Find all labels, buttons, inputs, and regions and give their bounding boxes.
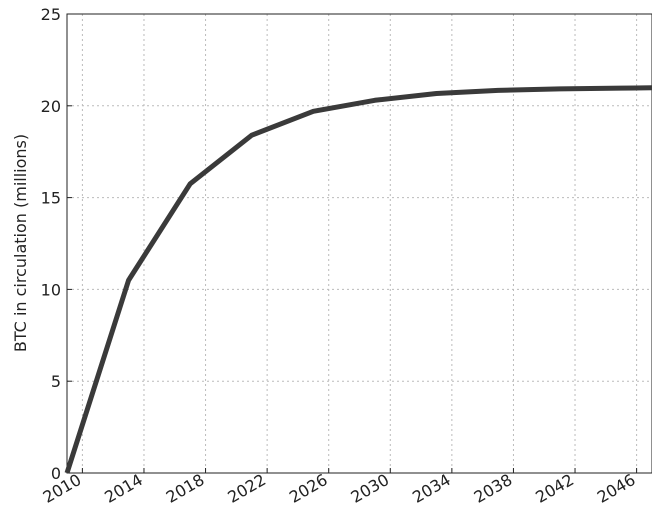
data-line — [67, 88, 652, 473]
y-tick-label: 5 — [51, 372, 61, 391]
x-tick-label: 2034 — [409, 470, 454, 507]
y-tick-label: 25 — [41, 5, 61, 24]
y-axis-label: BTC in circulation (millions) — [11, 134, 30, 352]
y-tick-label: 20 — [41, 97, 61, 116]
x-tick-label: 2026 — [286, 470, 331, 507]
x-tick-label: 2038 — [471, 470, 516, 507]
x-tick-label: 2046 — [594, 470, 639, 507]
x-tick-label: 2042 — [532, 470, 577, 507]
y-tick-label: 10 — [41, 280, 61, 299]
x-tick-label: 2014 — [101, 470, 146, 507]
x-tick-label: 2010 — [40, 470, 85, 507]
x-tick-label: 2018 — [163, 470, 208, 507]
chart: BTC in circulation (millions) 0510152025… — [0, 0, 652, 528]
x-tick-label: 2030 — [348, 470, 393, 507]
y-tick-label: 15 — [41, 189, 61, 208]
x-tick-label: 2022 — [224, 470, 269, 507]
